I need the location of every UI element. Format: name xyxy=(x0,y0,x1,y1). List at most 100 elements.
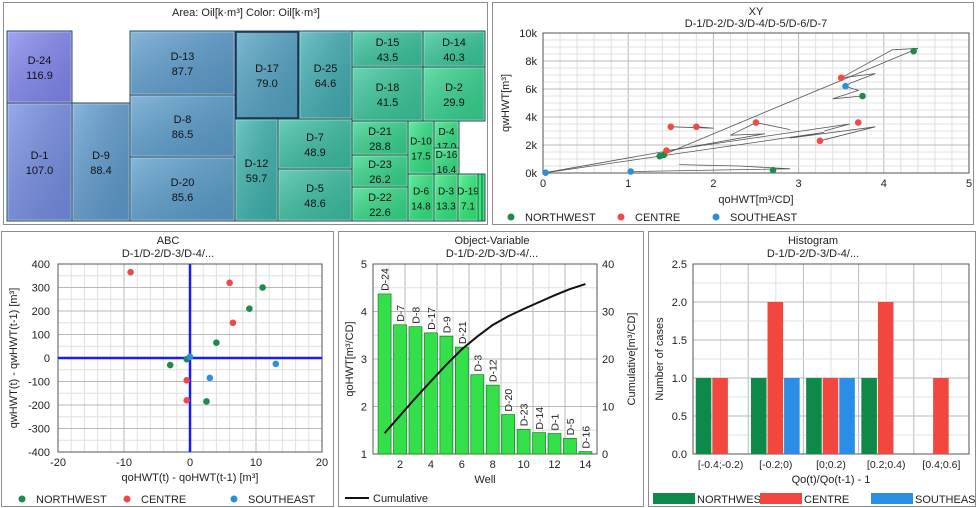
x-tick-label: 12 xyxy=(548,459,560,471)
treemap-cell-value: 116.9 xyxy=(26,70,53,82)
y2-tick-label: 0 xyxy=(602,449,608,461)
treemap-cell-value: 41.5 xyxy=(377,97,398,109)
legend-swatch-northwest xyxy=(653,493,695,504)
y-axis-label: qwHWT(t) - qwHWT(t-1) [m³] xyxy=(8,288,20,429)
bar xyxy=(470,374,485,455)
treemap-cell-shade xyxy=(278,119,352,169)
treemap-cell-shade xyxy=(72,103,130,221)
treemap-cell-shade xyxy=(423,31,485,67)
treemap-cell-shade xyxy=(235,119,278,221)
y-tick-label: 4 xyxy=(361,307,367,319)
chart-subtitle: D-1/D-2/D-3/D-4/... xyxy=(767,248,859,260)
treemap-cell-label: D-10 xyxy=(410,137,432,148)
treemap-cell-shade xyxy=(458,174,478,221)
treemap-cell-shade xyxy=(408,121,434,174)
treemap-cell-label: D-7 xyxy=(306,132,324,144)
treemap-cell-label: D-5 xyxy=(306,183,324,195)
y-tick-label: 2.0 xyxy=(672,297,687,309)
y-tick-label: 1.0 xyxy=(672,373,687,385)
treemap-chart: Area: Oil[k·m³] Color: Oil[k·m³] D-24 116.… xyxy=(6,7,486,222)
treemap-cell-label: D-14 xyxy=(442,37,466,49)
x-tick-label: 3 xyxy=(796,178,802,190)
x-tick-label: [0.2;0.4) xyxy=(867,459,906,471)
treemap-cell-shade xyxy=(352,121,408,155)
chart-title: Object-Variable xyxy=(455,235,530,247)
treemap-cell-label: D-6 xyxy=(413,187,430,198)
legend-label-centre: CENTRE xyxy=(804,494,849,506)
bar xyxy=(532,432,546,455)
bar-label: D-23 xyxy=(519,403,531,426)
treemap-cell-value: 48.9 xyxy=(304,147,325,159)
treemap-cell-shade xyxy=(130,157,235,221)
y-tick-label: 10k xyxy=(519,28,537,40)
data-point-centre xyxy=(667,123,675,131)
y-axis-label: qoHWT[m³/CD] xyxy=(344,321,356,396)
treemap-cell-value: 28.8 xyxy=(369,141,390,153)
data-point-centre xyxy=(816,137,824,145)
data-point-northwest xyxy=(213,339,220,347)
bar xyxy=(516,428,531,455)
bar-label: D-3 xyxy=(472,355,484,372)
y2-tick-label: 40 xyxy=(602,259,614,271)
x-tick-label: 4 xyxy=(428,459,434,471)
treemap-title: Area: Oil[k·m³] Color: Oil[k·m³] xyxy=(172,7,320,19)
histogram-bar-southeast xyxy=(839,378,855,454)
treemap-cell-value: 17.5 xyxy=(411,152,431,163)
x-tick-label: 10 xyxy=(250,457,262,469)
data-point-centre xyxy=(837,74,845,82)
y-tick-label: 2k xyxy=(525,140,537,152)
data-point-northwest xyxy=(910,47,917,55)
legend-marker-centre xyxy=(617,213,625,221)
x-tick-label: 8 xyxy=(490,459,496,471)
data-point-northwest xyxy=(769,166,777,174)
x-tick-label: [-0.2;0) xyxy=(759,459,792,471)
treemap-cell-label: D-19 xyxy=(457,187,479,198)
treemap-cell-label: D-18 xyxy=(376,82,400,94)
treemap-cell-value: 26.2 xyxy=(369,174,390,186)
x-tick-label: 5 xyxy=(966,178,972,190)
trace-line xyxy=(547,122,791,173)
data-point-centre xyxy=(226,279,233,287)
legend-label-cumulative: Cumulative xyxy=(373,493,428,505)
treemap-cell-shade xyxy=(278,169,352,221)
treemap-cell-value: 40.3 xyxy=(443,52,464,64)
x-tick-label: -20 xyxy=(50,457,66,469)
legend-marker-southeast xyxy=(712,213,720,221)
y-tick-label: 300 xyxy=(32,283,50,295)
x-axis-label: Well xyxy=(474,474,495,486)
legend-label-northwest: NORTHWEST xyxy=(36,494,107,506)
y2-axis-label: Cumulative[m³/CD] xyxy=(626,313,638,406)
x-tick-label: 4 xyxy=(881,178,887,190)
legend-marker-northwest xyxy=(18,495,26,503)
treemap-selection xyxy=(235,31,299,119)
trace-line xyxy=(545,126,876,174)
plot-frame xyxy=(542,32,970,174)
bar xyxy=(547,433,562,455)
legend-swatch-southeast xyxy=(871,493,913,504)
y-tick-label: 0 xyxy=(44,353,50,365)
y-tick-label: 1 xyxy=(361,449,367,461)
legend-swatch-centre xyxy=(760,493,802,504)
treemap-cell-label: D-20 xyxy=(171,177,195,189)
data-point-southeast xyxy=(542,169,549,177)
bar-label: D-17 xyxy=(426,307,438,330)
data-point-northwest xyxy=(166,361,174,369)
x-tick-label: 20 xyxy=(316,457,328,469)
y-tick-label: -200 xyxy=(28,400,50,412)
treemap-cell-value: 7.1 xyxy=(461,202,475,213)
bar-label: D-1 xyxy=(550,413,562,430)
treemap-cell-shade xyxy=(130,31,235,95)
data-point-centre xyxy=(663,147,670,154)
chart-subtitle: D-1/D-2/D-3/D-4/... xyxy=(446,248,538,260)
trace-line xyxy=(659,48,919,157)
treemap-cell-value: 64.6 xyxy=(315,78,336,90)
trace-line xyxy=(628,164,791,172)
legend-marker-southeast xyxy=(230,495,238,503)
treemap-cell-label: D-24 xyxy=(28,55,52,67)
data-point-centre xyxy=(693,123,700,131)
legend-label-southeast: SOUTHEAST xyxy=(730,212,798,224)
treemap-cell-label: D-1 xyxy=(31,150,49,162)
treemap-cell-value: 59.7 xyxy=(246,173,267,185)
legend-marker-centre xyxy=(123,495,131,503)
